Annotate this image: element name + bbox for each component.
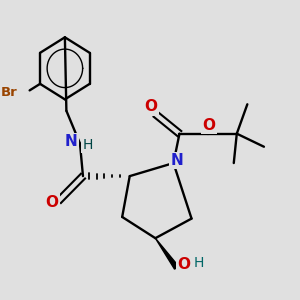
Text: O: O (144, 99, 157, 114)
Text: O: O (202, 118, 215, 133)
Text: N: N (171, 153, 183, 168)
Text: O: O (46, 195, 59, 210)
Text: H: H (194, 256, 204, 270)
Text: H: H (82, 138, 93, 152)
Text: Br: Br (1, 85, 18, 98)
Text: O: O (178, 257, 190, 272)
Polygon shape (155, 238, 178, 269)
Text: N: N (64, 134, 77, 149)
